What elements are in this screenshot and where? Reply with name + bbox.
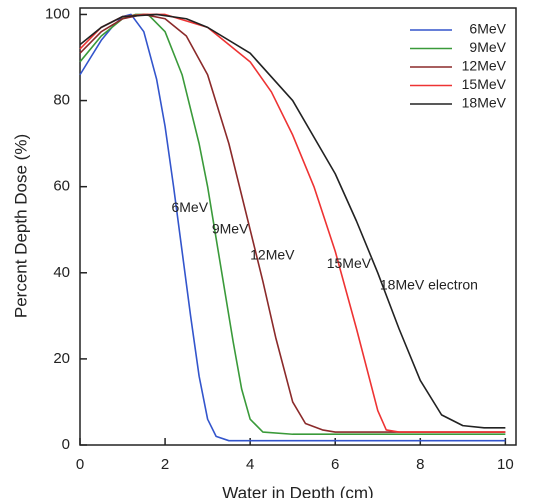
- annotation: 15MeV: [327, 255, 372, 271]
- x-tick-label: 4: [246, 456, 254, 473]
- y-tick-label: 100: [45, 5, 70, 22]
- y-tick-label: 60: [53, 178, 70, 195]
- x-tick-label: 2: [161, 456, 169, 473]
- annotation: 6MeV: [171, 199, 208, 215]
- plot-frame: [79, 7, 517, 446]
- x-tick-label: 0: [76, 456, 84, 473]
- legend-label: 18MeV: [462, 95, 507, 111]
- y-tick-label: 40: [53, 264, 70, 281]
- series-line: [79, 13, 506, 433]
- y-tick-label: 20: [53, 350, 70, 367]
- x-axis-label: Water in Depth (cm): [222, 483, 373, 498]
- legend-label: 15MeV: [462, 76, 507, 92]
- x-tick-label: 8: [416, 456, 424, 473]
- legend-label: 12MeV: [462, 58, 507, 74]
- series-line: [79, 13, 506, 429]
- annotation: 9MeV: [212, 220, 249, 236]
- series-line: [79, 13, 506, 442]
- y-axis-label: Percent Depth Dose (%): [11, 134, 30, 318]
- annotation: 12MeV: [250, 246, 295, 262]
- annotation: 18MeV electron: [380, 276, 478, 292]
- y-tick-label: 0: [62, 436, 70, 453]
- legend-label: 6MeV: [469, 21, 506, 37]
- x-tick-label: 6: [331, 456, 339, 473]
- legend-label: 9MeV: [469, 39, 506, 55]
- y-tick-label: 80: [53, 92, 70, 109]
- series-line: [79, 13, 506, 433]
- x-tick-label: 10: [497, 456, 514, 473]
- series-line: [79, 13, 506, 436]
